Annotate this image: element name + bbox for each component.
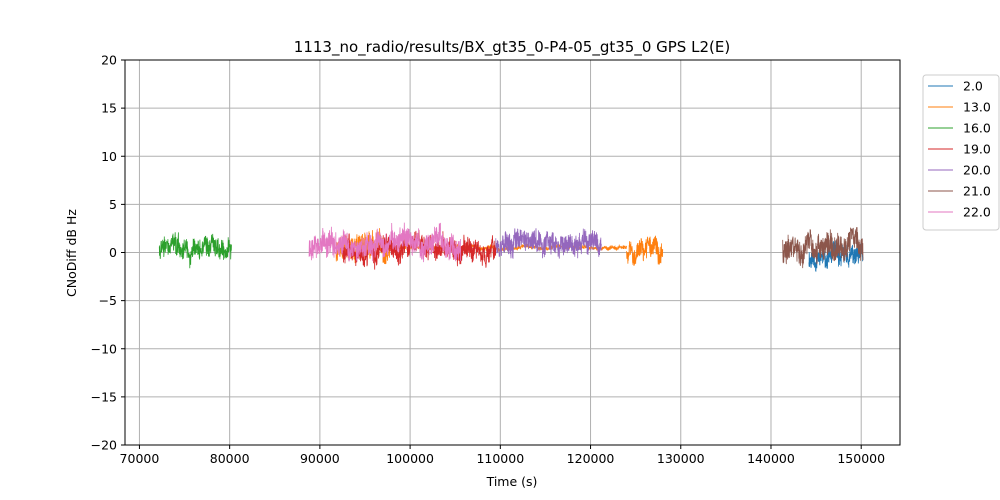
y-tick-label: −10 [91,341,117,356]
legend-label: 13.0 [963,100,991,115]
plot-lines [158,222,864,272]
y-tick-label: 5 [109,197,117,212]
series-line-22.0 [308,222,461,263]
y-tick-label: 0 [109,245,117,260]
chart-title: 1113_no_radio/results/BX_gt35_0-P4-05_gt… [294,38,730,57]
axes: 70000 80000 90000 100000 110000 120000 130000 1… [91,53,901,466]
y-tick-label: −15 [91,389,117,404]
legend-label: 21.0 [963,184,991,199]
legend-label: 16.0 [963,121,991,136]
x-tick-label: 100000 [386,451,434,466]
x-tick-label: 70000 [120,451,160,466]
x-tick-label: 110000 [476,451,524,466]
legend-label: 19.0 [963,142,991,157]
legend-label: 20.0 [963,163,991,178]
y-tick-label: 20 [101,53,117,68]
series-line-16.0 [158,232,232,269]
y-tick-label: −20 [91,438,117,453]
legend-label: 2.0 [963,79,983,94]
x-tick-label: 150000 [837,451,885,466]
y-tick-label: 10 [101,149,117,164]
plot-frame [124,59,901,446]
series-line-13.0 [626,235,664,267]
series-line-20.0 [495,228,602,259]
y-tick-label: −5 [99,293,117,308]
legend-label: 22.0 [963,205,991,220]
x-tick-label: 90000 [300,451,340,466]
x-axis-label: Time (s) [486,474,538,489]
y-axis-label: CNoDiff dB Hz [64,209,79,297]
legend: 2.0 13.0 16.0 19.0 20.0 21.0 22.0 [922,74,1000,231]
x-tick-label: 120000 [567,451,615,466]
x-tick-label: 130000 [657,451,705,466]
x-tick-label: 80000 [210,451,250,466]
y-tick-label: 15 [101,101,117,116]
x-tick-label: 140000 [747,451,795,466]
series-line-21.0 [782,227,864,269]
